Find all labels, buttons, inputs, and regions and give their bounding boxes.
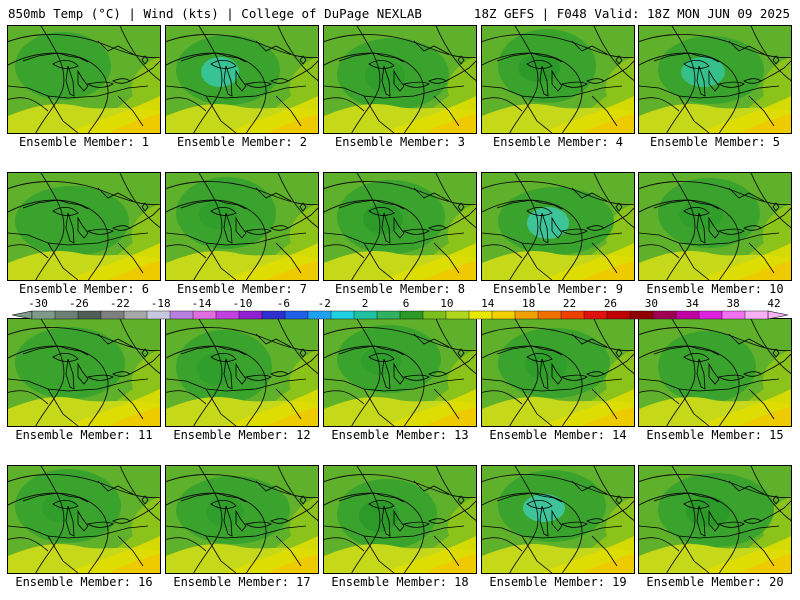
colorbar-swatch xyxy=(583,310,608,320)
colorbar-tick-label: -14 xyxy=(192,298,212,310)
colorbar-swatch xyxy=(330,310,355,320)
colorbar-swatch xyxy=(284,310,309,320)
ensemble-map-11 xyxy=(7,318,161,427)
ensemble-member-label: Ensemble Member: 16 xyxy=(15,575,153,589)
colorbar-swatch xyxy=(307,310,332,320)
ensemble-member-label: Ensemble Member: 4 xyxy=(492,135,624,149)
colorbar-swatch xyxy=(146,310,171,320)
ensemble-map-4 xyxy=(481,25,635,134)
colorbar-swatch xyxy=(629,310,654,320)
ensemble-member-label: Ensemble Member: 3 xyxy=(334,135,466,149)
colorbar-swatch xyxy=(77,310,102,320)
map-title: 850mb Temp (°C) | Wind (kts) | College o… xyxy=(8,6,422,21)
colorbar-swatch xyxy=(261,310,286,320)
ensemble-map-15 xyxy=(638,318,792,427)
colorbar-swatch xyxy=(353,310,378,320)
colorbar-swatch xyxy=(376,310,401,320)
ensemble-map-7 xyxy=(165,172,319,281)
ensemble-member-label: Ensemble Member: 20 xyxy=(646,575,784,589)
colorbar-tick-label: -22 xyxy=(110,298,130,310)
ensemble-map-8 xyxy=(323,172,477,281)
ensemble-member-label: Ensemble Member: 5 xyxy=(649,135,781,149)
ensemble-map-10 xyxy=(638,172,792,281)
colorbar-swatch xyxy=(445,310,470,320)
ensemble-map-13 xyxy=(323,318,477,427)
colorbar-tick-label: -18 xyxy=(151,298,171,310)
colorbar-swatch xyxy=(169,310,194,320)
ensemble-member-label: Ensemble Member: 9 xyxy=(492,282,624,296)
colorbar-swatch xyxy=(652,310,677,320)
colorbar-tick-label: 6 xyxy=(403,298,410,310)
ensemble-member-label: Ensemble Member: 6 xyxy=(18,282,150,296)
ensemble-member-label: Ensemble Member: 18 xyxy=(331,575,469,589)
ensemble-member-label: Ensemble Member: 7 xyxy=(176,282,308,296)
colorbar-tick-label: 18 xyxy=(522,298,535,310)
ensemble-member-label: Ensemble Member: 15 xyxy=(646,428,784,442)
colorbar-tick-label: 26 xyxy=(604,298,617,310)
colorbar-right-arrow xyxy=(767,310,788,320)
colorbar-swatch xyxy=(399,310,424,320)
ensemble-map-5 xyxy=(638,25,792,134)
colorbar-tick-label: 34 xyxy=(686,298,700,310)
colorbar-swatch xyxy=(537,310,562,320)
colorbar-swatch xyxy=(100,310,125,320)
colorbar-tick-label: -10 xyxy=(233,298,253,310)
colorbar-swatch xyxy=(744,310,769,320)
ensemble-member-label: Ensemble Member: 2 xyxy=(176,135,308,149)
colorbar-swatch xyxy=(215,310,240,320)
colorbar-tick-label: -6 xyxy=(277,298,290,310)
ensemble-map-16 xyxy=(7,465,161,574)
colorbar-tick-label: -26 xyxy=(69,298,89,310)
ensemble-map-14 xyxy=(481,318,635,427)
colorbar-swatch xyxy=(675,310,700,320)
ensemble-member-label: Ensemble Member: 13 xyxy=(331,428,469,442)
ensemble-map-9 xyxy=(481,172,635,281)
colorbar-tick-label: 42 xyxy=(767,298,780,310)
temperature-colorbar: -30 -26 -22 -18 -14 -10 -6 -2 2 6 10 14 18 22 26 30 34 38… xyxy=(12,298,788,320)
colorbar-tick-label: -30 xyxy=(28,298,48,310)
ensemble-map-3 xyxy=(323,25,477,134)
colorbar-swatch xyxy=(468,310,493,320)
ensemble-member-label: Ensemble Member: 8 xyxy=(334,282,466,296)
colorbar-left-arrow xyxy=(12,310,33,320)
colorbar-swatch xyxy=(698,310,723,320)
colorbar-tick-label: 2 xyxy=(362,298,369,310)
colorbar-swatch xyxy=(721,310,746,320)
colorbar-swatch xyxy=(238,310,263,320)
colorbar-tick-label: 14 xyxy=(481,298,495,310)
colorbar-swatch xyxy=(514,310,539,320)
ensemble-member-label: Ensemble Member: 12 xyxy=(173,428,311,442)
ensemble-map-1 xyxy=(7,25,161,134)
ensemble-member-label: Ensemble Member: 17 xyxy=(173,575,311,589)
colorbar-swatch xyxy=(422,310,447,320)
colorbar-swatch xyxy=(54,310,79,320)
ensemble-member-label: Ensemble Member: 14 xyxy=(489,428,627,442)
ensemble-member-label: Ensemble Member: 1 xyxy=(18,135,150,149)
colorbar-swatch xyxy=(31,310,56,320)
colorbar-tick-label: -2 xyxy=(318,298,331,310)
colorbar-swatch xyxy=(560,310,585,320)
ensemble-map-17 xyxy=(165,465,319,574)
ensemble-member-label: Ensemble Member: 11 xyxy=(15,428,153,442)
ensemble-map-6 xyxy=(7,172,161,281)
ensemble-map-19 xyxy=(481,465,635,574)
ensemble-map-18 xyxy=(323,465,477,574)
ensemble-map-20 xyxy=(638,465,792,574)
ensemble-member-label: Ensemble Member: 19 xyxy=(489,575,627,589)
colorbar-tick-label: 22 xyxy=(563,298,576,310)
colorbar-tick-label: 38 xyxy=(726,298,739,310)
ensemble-map-2 xyxy=(165,25,319,134)
ensemble-member-label: Ensemble Member: 10 xyxy=(646,282,784,296)
colorbar-swatch xyxy=(491,310,516,320)
colorbar-swatch xyxy=(123,310,148,320)
colorbar-tick-label: 10 xyxy=(440,298,453,310)
colorbar-swatch xyxy=(192,310,217,320)
colorbar-tick-label: 30 xyxy=(645,298,658,310)
model-run-info: 18Z GEFS | F048 Valid: 18Z MON JUN 09 20… xyxy=(473,6,790,21)
ensemble-map-12 xyxy=(165,318,319,427)
colorbar-swatch xyxy=(606,310,631,320)
